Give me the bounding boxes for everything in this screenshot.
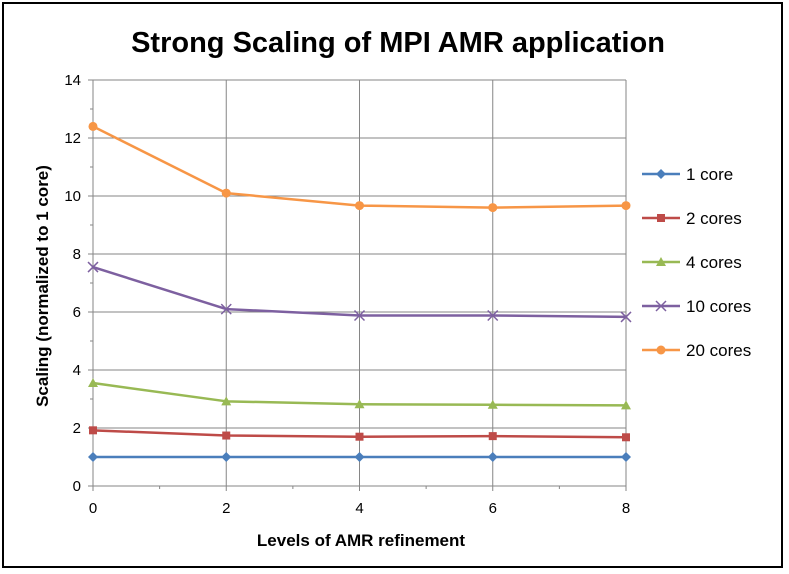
data-point-10-cores — [620, 311, 632, 323]
data-point-2-cores — [355, 432, 364, 441]
data-point-10-cores — [87, 261, 99, 273]
legend-label-10-cores: 10 cores — [686, 297, 751, 316]
y-tick-label: 14 — [64, 72, 81, 89]
chart-frame: Strong Scaling of MPI AMR application 0 2… — [2, 2, 783, 568]
y-tick-label: 6 — [73, 304, 81, 321]
legend-label-20-cores: 20 cores — [686, 341, 751, 360]
data-point-20-cores — [621, 201, 631, 211]
data-point-4-cores — [354, 399, 365, 409]
x-tick-label: 2 — [222, 500, 230, 517]
data-point-4-cores — [621, 400, 631, 410]
y-tick-label: 10 — [64, 188, 81, 205]
legend: 1 core 2 cores 4 cores 10 cores 20 cores — [642, 165, 751, 360]
legend-marker-1-core — [656, 169, 666, 179]
y-tick-label: 12 — [64, 130, 81, 147]
x-tick-label: 6 — [489, 500, 497, 517]
x-axis-label: Levels of AMR refinement — [257, 531, 465, 550]
data-point-1-core — [487, 452, 498, 462]
legend-marker-10-cores — [655, 300, 667, 312]
y-tick-label: 0 — [73, 478, 81, 495]
data-point-1-core — [621, 452, 631, 462]
data-point-10-cores — [353, 309, 366, 322]
legend-marker-2-cores — [657, 214, 665, 222]
x-tick-label: 8 — [622, 500, 630, 517]
y-axis-label: Scaling (normalized to 1 core) — [33, 165, 52, 407]
data-point-20-cores — [221, 188, 231, 198]
data-point-4-cores — [221, 396, 232, 406]
data-point-20-cores — [488, 203, 498, 213]
data-point-20-cores — [88, 121, 98, 131]
data-point-2-cores — [89, 426, 97, 435]
data-point-2-cores — [488, 432, 497, 441]
data-point-10-cores — [220, 303, 232, 315]
legend-marker-20-cores — [656, 345, 666, 355]
chart-title: Strong Scaling of MPI AMR application — [131, 27, 665, 59]
data-point-1-core — [354, 452, 365, 462]
data-point-4-cores — [487, 399, 498, 409]
tick-layer: 0 2 4 6 8 10 12 14 0 2 4 6 8 — [64, 72, 630, 517]
data-point-10-cores — [487, 309, 499, 322]
series-layer — [87, 121, 632, 462]
data-point-2-cores — [622, 433, 630, 442]
legend-label-2-cores: 2 cores — [686, 209, 742, 228]
x-tick-label: 4 — [355, 500, 363, 517]
x-tick-label: 0 — [89, 500, 97, 517]
grid-layer — [93, 79, 627, 486]
data-point-1-core — [88, 452, 98, 462]
legend-label-1-core: 1 core — [686, 165, 733, 184]
legend-marker-4-cores — [656, 257, 666, 266]
chart-svg: Strong Scaling of MPI AMR application 0 2… — [33, 27, 751, 550]
y-tick-label: 8 — [73, 246, 81, 263]
data-point-1-core — [221, 452, 232, 462]
legend-label-4-cores: 4 cores — [686, 253, 742, 272]
y-tick-label: 2 — [73, 420, 81, 437]
data-point-2-cores — [222, 431, 231, 440]
data-point-4-cores — [88, 378, 98, 388]
data-point-20-cores — [355, 201, 364, 211]
y-tick-label: 4 — [73, 362, 81, 379]
